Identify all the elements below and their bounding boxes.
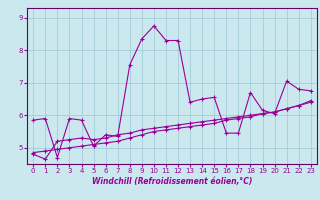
X-axis label: Windchill (Refroidissement éolien,°C): Windchill (Refroidissement éolien,°C) — [92, 177, 252, 186]
